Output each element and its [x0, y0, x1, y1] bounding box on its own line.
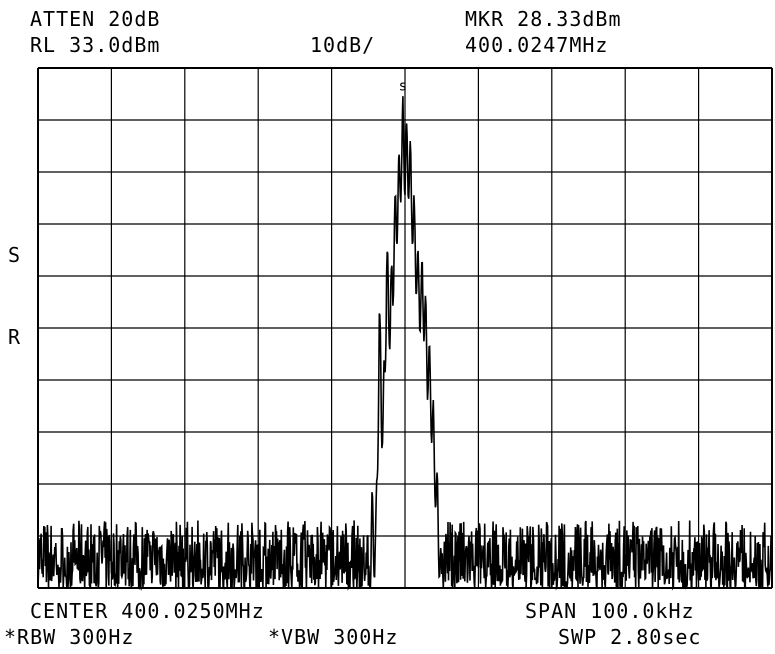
- side-label-s: S: [8, 243, 22, 267]
- center-frequency-label: CENTER 400.0250MHz: [30, 599, 265, 623]
- marker-frequency-label: 400.0247MHz: [465, 33, 609, 57]
- spectrum-trace: [37, 96, 773, 591]
- span-label: SPAN 100.0kHz: [525, 599, 695, 623]
- graticule: [37, 67, 773, 589]
- scale-label: 10dB/: [310, 33, 376, 57]
- side-label-r: R: [8, 325, 22, 349]
- rbw-label: *RBW 300Hz: [4, 625, 135, 649]
- marker-level-label: MKR 28.33dBm: [465, 7, 622, 31]
- marker-symbol: s: [399, 78, 407, 94]
- vbw-label: *VBW 300Hz: [268, 625, 399, 649]
- attenuation-label: ATTEN 20dB: [30, 7, 161, 31]
- sweep-label: SWP 2.80sec: [558, 625, 702, 649]
- reference-level-label: RL 33.0dBm: [30, 33, 161, 57]
